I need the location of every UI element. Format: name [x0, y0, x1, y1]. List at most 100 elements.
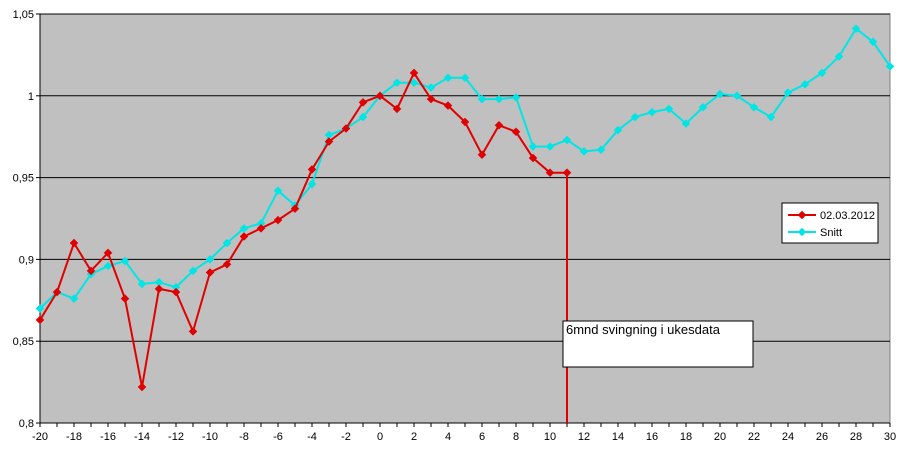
- data-point: [545, 168, 555, 178]
- data-point: [698, 102, 708, 112]
- data-point: [205, 268, 215, 277]
- data-point: [579, 147, 589, 156]
- data-point: [35, 304, 45, 313]
- x-tick-label: 18: [680, 431, 692, 443]
- data-point: [443, 101, 453, 110]
- data-point: [256, 223, 266, 233]
- x-tick-label: 6: [479, 431, 485, 443]
- data-point: [562, 135, 572, 145]
- data-point: [103, 261, 113, 271]
- data-point: [52, 287, 62, 297]
- data-point: [800, 79, 810, 89]
- legend-label-series-1: 02.03.2012: [820, 210, 875, 222]
- data-point: [681, 119, 691, 128]
- axes: [36, 13, 891, 427]
- data-point: [426, 94, 436, 104]
- y-tick-label: 1,05: [13, 9, 34, 21]
- annotation: 6mnd svingning i ukesdata: [562, 320, 754, 368]
- data-point: [426, 83, 436, 92]
- legend-label-series-2: Snitt: [820, 227, 842, 239]
- data-point: [35, 315, 45, 325]
- data-point: [188, 266, 198, 276]
- data-point: [443, 73, 453, 83]
- data-point: [868, 37, 878, 47]
- x-tick-label: -6: [273, 431, 283, 443]
- x-tick-label: 10: [544, 431, 556, 443]
- x-tick-label: -12: [168, 431, 184, 443]
- x-tick-label: 16: [646, 431, 658, 443]
- data-point: [766, 112, 776, 122]
- data-point: [409, 68, 419, 78]
- y-axis-tick-labels: 0,8 0,85 0,9 0,95 1 1,05: [13, 9, 34, 430]
- data-point: [664, 104, 674, 114]
- x-tick-label: -14: [134, 431, 150, 443]
- data-point: [69, 238, 79, 248]
- data-point: [307, 165, 317, 174]
- annotation-box: [562, 320, 754, 368]
- data-point: [749, 102, 759, 112]
- data-point: [290, 204, 300, 214]
- data-point: [715, 89, 725, 99]
- data-point: [137, 382, 147, 392]
- data-point: [851, 24, 861, 34]
- data-point: [154, 284, 164, 294]
- data-point: [528, 142, 538, 151]
- data-point: [69, 294, 79, 304]
- data-point: [307, 179, 317, 189]
- data-point: [375, 91, 385, 101]
- x-tick-label: -16: [100, 431, 116, 443]
- data-point: [222, 259, 232, 269]
- data-point: [613, 125, 623, 135]
- data-point: [477, 94, 487, 104]
- x-tick-label: -4: [307, 431, 317, 443]
- data-point: [392, 78, 402, 88]
- legend: 02.03.2012 Snitt: [781, 202, 879, 244]
- data-point: [477, 150, 487, 160]
- x-tick-label: 22: [748, 431, 760, 443]
- y-tick-label: 0,8: [19, 418, 34, 430]
- data-point: [341, 124, 351, 133]
- x-tick-label: 4: [445, 431, 451, 443]
- data-point: [137, 279, 147, 289]
- x-tick-label: -20: [32, 431, 48, 443]
- x-tick-label: 14: [612, 431, 624, 443]
- data-point: [732, 91, 742, 101]
- data-point: [783, 88, 793, 97]
- y-tick-label: 0,95: [13, 173, 34, 185]
- data-point: [392, 104, 402, 114]
- data-point: [120, 256, 130, 266]
- data-point: [239, 232, 249, 241]
- data-point: [494, 120, 504, 130]
- series-1: [35, 68, 572, 392]
- y-tick-label: 1: [28, 91, 34, 103]
- data-point: [222, 238, 232, 248]
- data-point: [834, 52, 844, 61]
- data-point: [171, 287, 181, 297]
- y-tick-label: 0,9: [19, 254, 34, 266]
- data-point: [205, 255, 215, 264]
- x-tick-label: 2: [411, 431, 417, 443]
- x-tick-label: 0: [377, 431, 383, 443]
- data-point: [273, 215, 283, 225]
- data-point: [273, 186, 283, 196]
- data-point: [460, 73, 470, 83]
- data-point: [511, 93, 521, 102]
- data-point: [647, 107, 657, 117]
- x-tick-label: -10: [202, 431, 218, 443]
- data-point: [460, 117, 470, 127]
- data-point: [358, 112, 368, 122]
- data-point: [562, 168, 572, 178]
- data-point: [409, 78, 419, 88]
- series-layer: [35, 24, 895, 392]
- data-point: [545, 142, 555, 151]
- x-tick-label: 28: [850, 431, 862, 443]
- data-point: [630, 112, 640, 122]
- data-point: [885, 61, 895, 71]
- x-axis-tick-labels: -20 -18 -16 -14 -12 -10 -8 -6 -4 -2 0 2 4 6 8 10 12 14 16 1…: [32, 431, 896, 443]
- x-tick-label: 20: [714, 431, 726, 443]
- data-point: [494, 94, 504, 104]
- data-point: [528, 153, 538, 163]
- x-tick-label: 26: [816, 431, 828, 443]
- x-tick-label: 8: [513, 431, 519, 443]
